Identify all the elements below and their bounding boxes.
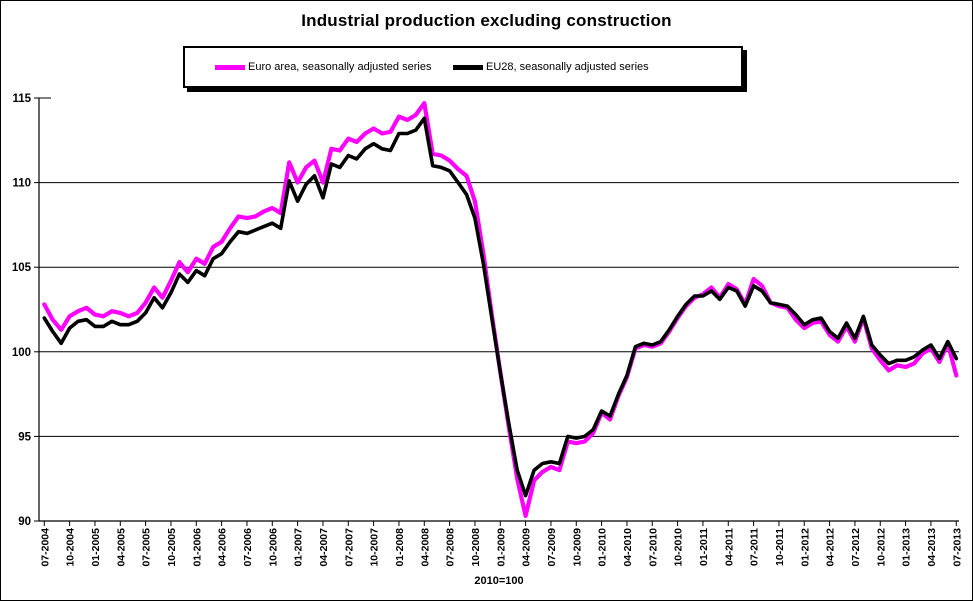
- x-tick-label-07-2005: 07-2005: [141, 528, 153, 567]
- legend-swatch-eu28: [453, 64, 483, 70]
- series-line-eu28: [42, 116, 959, 498]
- axes: [38, 98, 959, 522]
- x-tick-label-07-2007: 07-2007: [343, 528, 355, 567]
- legend: Euro area, seasonally adjusted series EU…: [183, 46, 743, 88]
- x-tick-label-07-2010: 07-2010: [647, 528, 659, 567]
- legend-entry-eu28: EU28, seasonally adjusted series: [453, 48, 649, 86]
- x-tick-label-01-2011: 01-2011: [698, 528, 710, 566]
- x-tick-label-10-2004: 10-2004: [65, 528, 77, 567]
- x-tick-label-04-2011: 04-2011: [723, 528, 735, 566]
- x-tick-label-07-2004: 07-2004: [39, 528, 51, 567]
- x-tick-label-01-2010: 01-2010: [597, 528, 609, 567]
- x-tick-label-04-2012: 04-2012: [825, 528, 837, 567]
- x-tick-label-10-2010: 10-2010: [673, 528, 685, 567]
- x-tick-label-10-2009: 10-2009: [571, 528, 583, 567]
- legend-entry-euro-area: Euro area, seasonally adjusted series: [215, 48, 431, 86]
- x-tick-label-01-2006: 01-2006: [191, 528, 203, 567]
- x-tick-label-01-2005: 01-2005: [90, 528, 102, 567]
- legend-label-eu28: EU28, seasonally adjusted series: [486, 61, 649, 73]
- legend-label-euro-area: Euro area, seasonally adjusted series: [248, 61, 432, 73]
- x-tick-label-10-2007: 10-2007: [369, 528, 381, 567]
- x-tick-label-07-2011: 07-2011: [749, 528, 761, 566]
- x-tick-label-10-2008: 10-2008: [470, 528, 482, 567]
- y-tick-label-90: 90: [18, 516, 31, 528]
- x-tick-label-04-2010: 04-2010: [622, 528, 634, 567]
- x-tick-label-07-2009: 07-2009: [546, 528, 558, 567]
- x-tick-label-10-2012: 10-2012: [875, 528, 887, 567]
- x-tick-label-04-2013: 04-2013: [926, 528, 938, 567]
- x-tick-label-01-2013: 01-2013: [901, 528, 913, 567]
- y-tick-label-115: 115: [12, 93, 31, 105]
- x-tick-label-10-2011: 10-2011: [774, 528, 786, 566]
- y-axis-labels: 90 95 100 105 110 115: [12, 93, 32, 528]
- y-axis-ticks: [34, 97, 39, 522]
- data-series: [42, 100, 959, 519]
- x-tick-label-01-2012: 01-2012: [799, 528, 811, 567]
- x-tick-label-10-2006: 10-2006: [267, 528, 279, 567]
- x-tick-label-07-2006: 07-2006: [242, 528, 254, 567]
- x-tick-label-01-2009: 01-2009: [495, 528, 507, 567]
- x-tick-label-04-2007: 04-2007: [318, 528, 330, 567]
- x-tick-label-04-2005: 04-2005: [115, 528, 127, 567]
- y-tick-label-110: 110: [12, 178, 31, 190]
- x-tick-label-01-2008: 01-2008: [394, 528, 406, 567]
- x-tick-label-04-2008: 04-2008: [419, 528, 431, 567]
- x-tick-label-01-2007: 01-2007: [293, 528, 305, 567]
- x-tick-label-07-2008: 07-2008: [445, 528, 457, 567]
- x-axis-note: 2010=100: [474, 575, 524, 587]
- y-tick-label-95: 95: [18, 431, 31, 443]
- y-tick-label-105: 105: [12, 262, 32, 274]
- x-tick-label-10-2005: 10-2005: [166, 528, 178, 567]
- series-line-euro-area: [42, 100, 959, 519]
- x-axis-labels: 07-2004 10-2004 01-2005 04-2005 07-2005 10-20…: [39, 528, 963, 567]
- y-tick-label-100: 100: [12, 347, 31, 359]
- chart-title: Industrial production excluding construc…: [301, 11, 672, 30]
- x-axis-ticks: [43, 521, 957, 526]
- x-tick-label-04-2009: 04-2009: [521, 528, 533, 567]
- legend-swatch-euro-area: [215, 64, 245, 70]
- x-tick-label-07-2012: 07-2012: [850, 528, 862, 567]
- x-tick-label-04-2006: 04-2006: [217, 528, 229, 567]
- x-tick-label-07-2013: 07-2013: [951, 528, 963, 567]
